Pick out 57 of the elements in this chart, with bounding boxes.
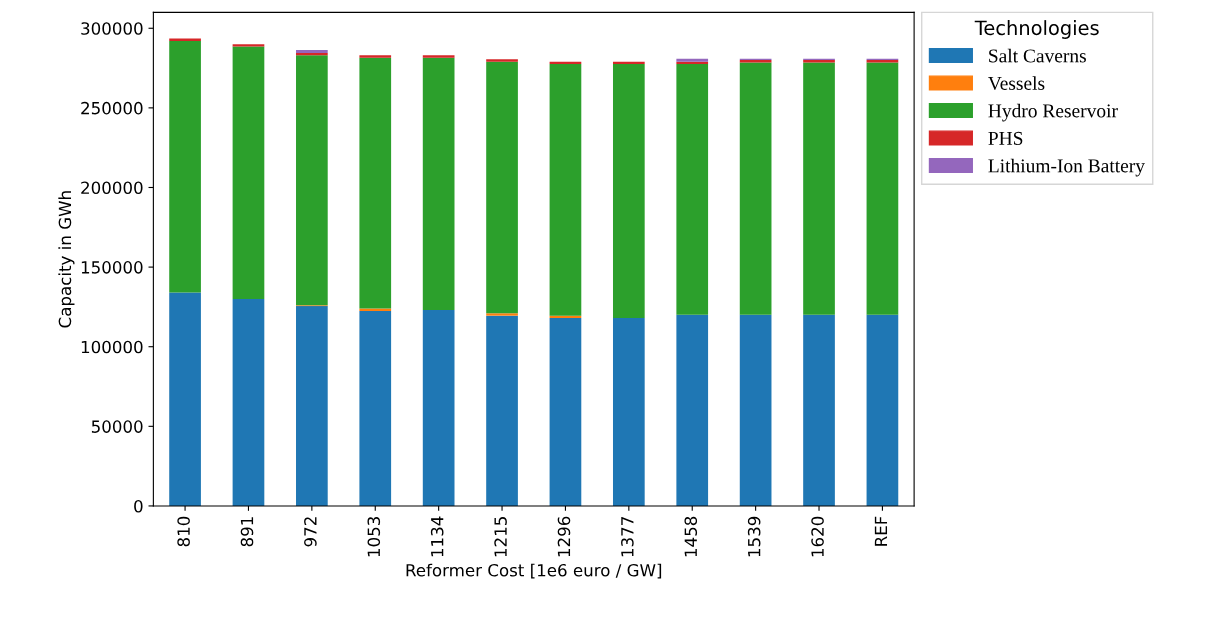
bar — [486, 315, 518, 506]
x-tick-label: 1134 — [430, 516, 444, 557]
x-tick-label: 1458 — [684, 516, 698, 557]
bar — [359, 310, 392, 506]
x-tick-label: 1620 — [811, 516, 824, 557]
x-tick-label: 891 — [240, 517, 254, 547]
bar — [676, 314, 709, 506]
y-axis-title: Capacity in GWh — [58, 191, 75, 328]
bar — [486, 59, 518, 62]
x-tick-label: 1377 — [621, 517, 634, 557]
bar — [359, 308, 392, 311]
bar — [739, 314, 772, 506]
bar — [169, 41, 201, 293]
x-tick-label: 1539 — [747, 516, 761, 557]
bar — [232, 298, 265, 506]
bar — [866, 62, 899, 315]
y-tick-label: 150000 — [81, 261, 143, 274]
bar — [296, 306, 328, 506]
x-tick-label: 972 — [304, 517, 317, 547]
bar — [232, 46, 265, 299]
legend-label: PHS — [988, 131, 1023, 145]
bar — [359, 57, 392, 309]
legend-label: Vessels — [988, 76, 1045, 91]
bar — [612, 318, 645, 506]
x-axis-title: Reformer Cost [1e6 euro / GW] — [406, 563, 662, 579]
bar — [422, 57, 455, 311]
bar — [422, 310, 455, 506]
legend-title: Technologies — [974, 20, 1099, 39]
bar — [866, 314, 899, 506]
x-tick-label: REF — [874, 516, 888, 546]
y-tick-label: 100000 — [81, 340, 143, 354]
y-tick-label: 300000 — [81, 22, 143, 35]
legend-label: Lithium-Ion Battery — [988, 158, 1145, 177]
legend-label: Salt Caverns — [989, 48, 1086, 63]
bar — [803, 62, 835, 315]
x-tick-label: 1215 — [494, 517, 507, 557]
y-tick-label: 0 — [134, 499, 143, 513]
bar — [232, 44, 265, 47]
bar — [486, 313, 518, 316]
bar — [803, 314, 835, 506]
bar — [676, 64, 709, 315]
legend-label: Hydro Reservoir — [988, 103, 1118, 122]
bar — [739, 62, 772, 315]
bar — [612, 64, 645, 319]
y-tick-label: 50000 — [91, 420, 143, 433]
x-tick-label: 1053 — [367, 517, 381, 557]
bar — [169, 292, 201, 506]
bar — [296, 55, 328, 306]
bar — [549, 64, 582, 316]
bar — [359, 55, 392, 58]
bar — [422, 55, 455, 58]
bar — [549, 318, 582, 506]
x-tick-label: 1296 — [557, 516, 571, 557]
y-tick-label: 200000 — [81, 181, 143, 195]
y-tick-label: 250000 — [81, 101, 143, 115]
x-tick-label: 810 — [177, 516, 190, 547]
bar — [486, 61, 518, 314]
